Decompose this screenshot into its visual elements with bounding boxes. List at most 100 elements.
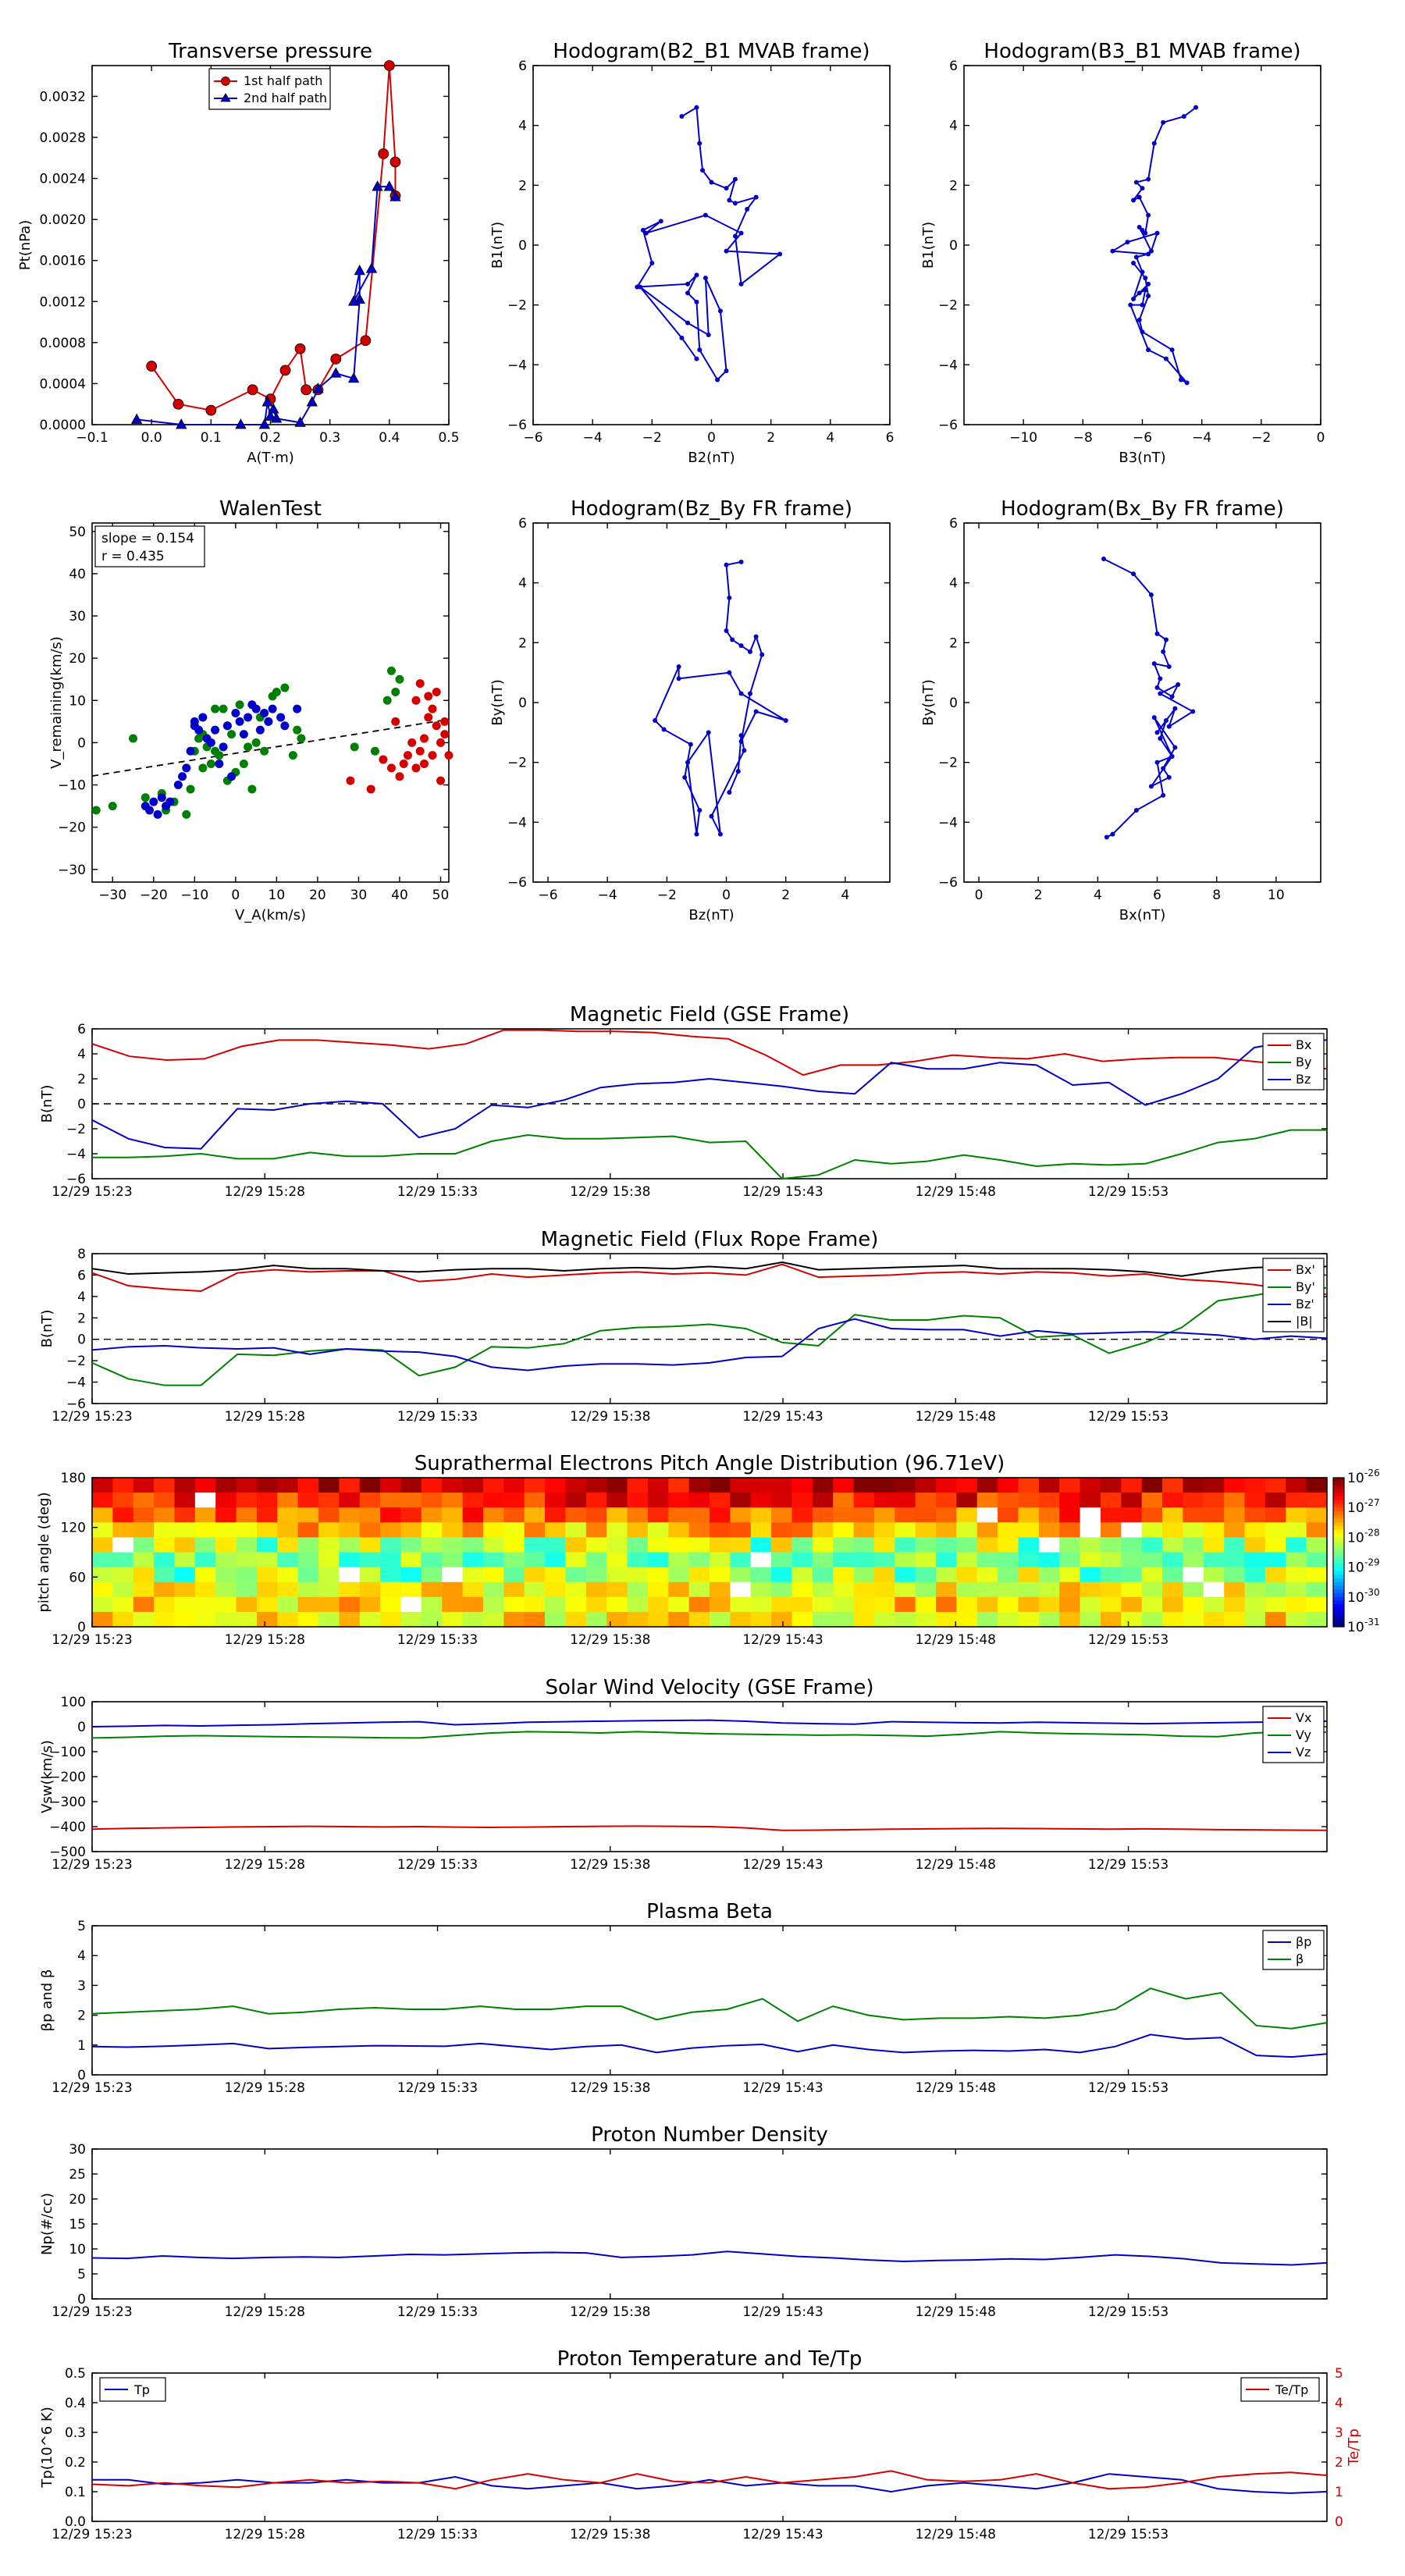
heatmap-cell bbox=[215, 1567, 237, 1583]
heatmap-cell bbox=[1224, 1596, 1246, 1613]
data-point bbox=[436, 738, 445, 747]
data-point bbox=[389, 156, 401, 168]
heatmap-cell bbox=[236, 1522, 258, 1538]
heatmap-cell bbox=[627, 1522, 649, 1538]
heatmap-cell bbox=[524, 1567, 546, 1583]
heatmap-cell bbox=[688, 1493, 710, 1508]
heatmap-cell bbox=[421, 1596, 443, 1613]
heatmap-cell bbox=[503, 1582, 525, 1598]
heatmap-cell bbox=[1264, 1567, 1286, 1583]
series-line-1 bbox=[91, 1731, 1328, 1739]
y-tick-label: 6 bbox=[77, 1022, 86, 1037]
data-point bbox=[738, 230, 744, 236]
x-tick-label: −6 bbox=[523, 430, 542, 446]
heatmap-cell bbox=[1141, 1507, 1163, 1523]
heatmap-cell bbox=[565, 1552, 587, 1568]
heatmap-cell bbox=[380, 1611, 401, 1628]
heatmap-cell bbox=[976, 1596, 998, 1613]
heatmap-cell bbox=[92, 1507, 113, 1523]
heatmap-cell bbox=[1038, 1552, 1060, 1568]
y-tick-label: 10 bbox=[69, 693, 86, 709]
y-tick-label: −2 bbox=[507, 756, 527, 771]
heatmap-cell bbox=[976, 1507, 998, 1523]
colorbar-cell bbox=[1333, 1518, 1344, 1523]
heatmap-cell bbox=[606, 1537, 628, 1553]
heatmap-cell bbox=[1059, 1522, 1081, 1538]
heatmap-cell bbox=[936, 1552, 957, 1568]
heatmap-cell bbox=[1080, 1582, 1101, 1598]
heatmap-cell bbox=[668, 1507, 690, 1523]
heatmap-cell bbox=[194, 1611, 216, 1628]
x-tick-label: −4 bbox=[1192, 430, 1211, 446]
data-point bbox=[264, 717, 273, 726]
heatmap-cell bbox=[710, 1478, 731, 1493]
heatmap-cell bbox=[1244, 1537, 1266, 1553]
heatmap-cell bbox=[1100, 1596, 1122, 1613]
chart-title: Hodogram(Bz_By FR frame) bbox=[571, 497, 852, 521]
data-point bbox=[685, 281, 691, 286]
x-tick-label: 12/29 15:43 bbox=[742, 2527, 823, 2542]
heatmap-cell bbox=[976, 1611, 998, 1628]
y-tick-label: 50 bbox=[69, 525, 86, 540]
data-point bbox=[738, 691, 744, 696]
x-tick-label: 6 bbox=[886, 430, 895, 446]
data-point bbox=[717, 831, 723, 837]
chart-transverse_pressure: −0.1 0.0 0.1 0.2 0.3 0.4 0.5 0.0000 0.0004 0.0008… bbox=[17, 40, 460, 466]
heatmap-cell bbox=[998, 1522, 1019, 1538]
data-point bbox=[1143, 287, 1148, 293]
heatmap-cell bbox=[503, 1493, 525, 1508]
data-point bbox=[366, 785, 375, 794]
colorbar-tick-label: 10 bbox=[1347, 1620, 1364, 1635]
heatmap-cell bbox=[1224, 1478, 1246, 1493]
colorbar-cell bbox=[1333, 1615, 1344, 1620]
heatmap-cell bbox=[750, 1567, 772, 1583]
heatmap-cell bbox=[895, 1582, 916, 1598]
series-0 bbox=[1110, 105, 1199, 386]
x-axis-label: Bx(nT) bbox=[1119, 907, 1165, 923]
heatmap-cell bbox=[1080, 1567, 1101, 1583]
heatmap-cell bbox=[1141, 1596, 1163, 1613]
legend-label: Bz bbox=[1296, 1072, 1311, 1087]
heatmap-cell bbox=[1306, 1478, 1328, 1493]
heatmap-cell bbox=[833, 1611, 855, 1628]
data-point bbox=[724, 368, 729, 373]
heatmap-cell bbox=[1121, 1493, 1143, 1508]
y-tick-label: 4 bbox=[77, 1948, 86, 1964]
x-tick-label: 8 bbox=[1212, 888, 1221, 903]
heatmap-cell bbox=[318, 1611, 340, 1628]
colorbar-cell bbox=[1333, 1503, 1344, 1508]
x-tick-label: −20 bbox=[140, 888, 168, 903]
chart-title: Hodogram(B2_B1 MVAB frame) bbox=[553, 40, 870, 63]
heatmap-cell bbox=[585, 1493, 607, 1508]
data-point bbox=[432, 721, 441, 731]
data-point bbox=[347, 295, 360, 306]
heatmap-cell bbox=[976, 1493, 998, 1508]
y-right-tick-label: 5 bbox=[1335, 2366, 1343, 2382]
heatmap-cell bbox=[873, 1596, 895, 1613]
heatmap-cell bbox=[400, 1478, 422, 1493]
data-point bbox=[270, 412, 283, 423]
heatmap-cell bbox=[482, 1493, 504, 1508]
heatmap-cell bbox=[154, 1552, 175, 1568]
data-point bbox=[219, 742, 228, 752]
series-0 bbox=[146, 60, 401, 416]
y-tick-label: 120 bbox=[61, 1521, 86, 1536]
heatmap-cell bbox=[936, 1522, 957, 1538]
heatmap-cell bbox=[647, 1478, 669, 1493]
heatmap-cell bbox=[627, 1552, 649, 1568]
data-point bbox=[685, 290, 691, 296]
x-tick-label: −4 bbox=[598, 888, 617, 903]
heatmap-cell bbox=[277, 1507, 299, 1523]
heatmap-cell bbox=[976, 1478, 998, 1493]
data-point bbox=[1101, 557, 1106, 561]
heatmap-cell bbox=[194, 1493, 216, 1508]
heatmap-cell bbox=[236, 1611, 258, 1628]
heatmap-cell bbox=[565, 1522, 587, 1538]
x-tick-label: 12/29 15:23 bbox=[52, 2304, 132, 2320]
colorbar-tick-exponent: -28 bbox=[1364, 1527, 1380, 1538]
heatmap-cell bbox=[1244, 1552, 1266, 1568]
x-tick-label: 12/29 15:28 bbox=[225, 2304, 305, 2320]
x-tick-label: 12/29 15:38 bbox=[570, 1184, 650, 1200]
heatmap-cell bbox=[710, 1507, 731, 1523]
heatmap-cell bbox=[215, 1596, 237, 1613]
